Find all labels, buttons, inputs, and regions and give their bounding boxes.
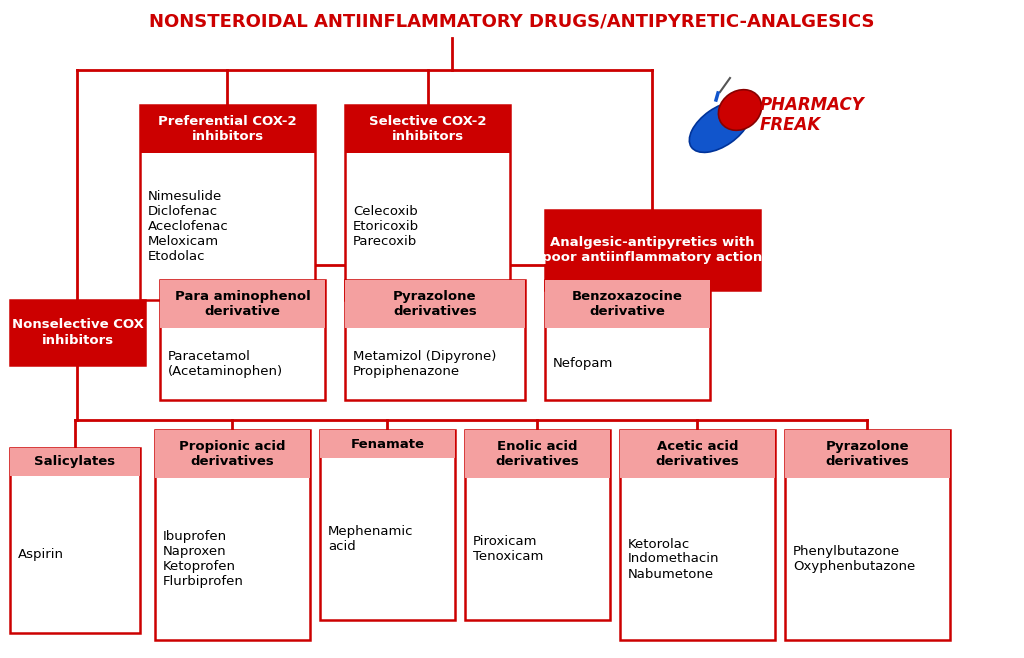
FancyBboxPatch shape	[345, 280, 525, 400]
Text: Preferential COX-2
inhibitors: Preferential COX-2 inhibitors	[158, 115, 297, 143]
Text: Piroxicam
Tenoxicam: Piroxicam Tenoxicam	[473, 535, 544, 563]
FancyBboxPatch shape	[465, 430, 610, 620]
FancyBboxPatch shape	[545, 210, 760, 290]
FancyBboxPatch shape	[545, 280, 710, 328]
FancyBboxPatch shape	[465, 430, 610, 478]
Text: PHARMACY: PHARMACY	[760, 96, 864, 114]
Text: Acetic acid
derivatives: Acetic acid derivatives	[655, 440, 739, 468]
Text: Ibuprofen
Naproxen
Ketoprofen
Flurbiprofen: Ibuprofen Naproxen Ketoprofen Flurbiprof…	[163, 530, 244, 588]
Text: Ketorolac
Indomethacin
Nabumetone: Ketorolac Indomethacin Nabumetone	[628, 538, 720, 580]
Text: Propionic acid
derivatives: Propionic acid derivatives	[179, 440, 286, 468]
Ellipse shape	[689, 101, 751, 153]
Text: Salicylates: Salicylates	[35, 455, 116, 468]
Text: NONSTEROIDAL ANTIINFLAMMATORY DRUGS/ANTIPYRETIC-ANALGESICS: NONSTEROIDAL ANTIINFLAMMATORY DRUGS/ANTI…	[150, 13, 874, 31]
Text: FREAK: FREAK	[760, 116, 821, 134]
FancyBboxPatch shape	[155, 430, 310, 478]
FancyBboxPatch shape	[10, 448, 140, 476]
FancyBboxPatch shape	[140, 105, 315, 153]
Text: Pyrazolone
derivatives: Pyrazolone derivatives	[825, 440, 909, 468]
Text: Metamizol (Dipyrone)
Propiphenazone: Metamizol (Dipyrone) Propiphenazone	[353, 350, 497, 378]
Text: Nefopam: Nefopam	[553, 357, 613, 370]
FancyBboxPatch shape	[10, 300, 145, 365]
FancyBboxPatch shape	[345, 105, 510, 153]
Text: Selective COX-2
inhibitors: Selective COX-2 inhibitors	[369, 115, 486, 143]
Text: Mephenamic
acid: Mephenamic acid	[328, 525, 414, 553]
Text: Benzoxazocine
derivative: Benzoxazocine derivative	[572, 290, 683, 318]
Text: Nonselective COX
inhibitors: Nonselective COX inhibitors	[11, 318, 143, 347]
FancyBboxPatch shape	[545, 280, 710, 400]
FancyBboxPatch shape	[345, 105, 510, 300]
FancyBboxPatch shape	[155, 430, 310, 640]
Text: Aspirin: Aspirin	[18, 548, 63, 561]
FancyBboxPatch shape	[140, 105, 315, 300]
Text: Nimesulide
Diclofenac
Aceclofenac
Meloxicam
Etodolac: Nimesulide Diclofenac Aceclofenac Meloxi…	[148, 190, 228, 263]
Ellipse shape	[719, 89, 762, 130]
FancyBboxPatch shape	[10, 300, 145, 365]
FancyBboxPatch shape	[785, 430, 950, 478]
FancyBboxPatch shape	[620, 430, 775, 478]
Text: Celecoxib
Etoricoxib
Parecoxib: Celecoxib Etoricoxib Parecoxib	[353, 205, 419, 248]
FancyBboxPatch shape	[620, 430, 775, 640]
FancyBboxPatch shape	[160, 280, 325, 400]
Text: Analgesic-antipyretics with
poor antiinflammatory action: Analgesic-antipyretics with poor antiinf…	[543, 236, 763, 264]
FancyBboxPatch shape	[545, 210, 760, 290]
FancyBboxPatch shape	[10, 448, 140, 633]
Text: Phenylbutazone
Oxyphenbutazone: Phenylbutazone Oxyphenbutazone	[793, 545, 915, 573]
FancyBboxPatch shape	[345, 280, 525, 328]
Text: Paracetamol
(Acetaminophen): Paracetamol (Acetaminophen)	[168, 350, 283, 378]
FancyBboxPatch shape	[160, 280, 325, 328]
FancyBboxPatch shape	[319, 430, 455, 458]
Text: Fenamate: Fenamate	[350, 438, 425, 451]
FancyBboxPatch shape	[785, 430, 950, 640]
Text: Enolic acid
derivatives: Enolic acid derivatives	[496, 440, 580, 468]
Text: Para aminophenol
derivative: Para aminophenol derivative	[175, 290, 310, 318]
Text: Pyrazolone
derivatives: Pyrazolone derivatives	[393, 290, 477, 318]
FancyBboxPatch shape	[319, 430, 455, 620]
